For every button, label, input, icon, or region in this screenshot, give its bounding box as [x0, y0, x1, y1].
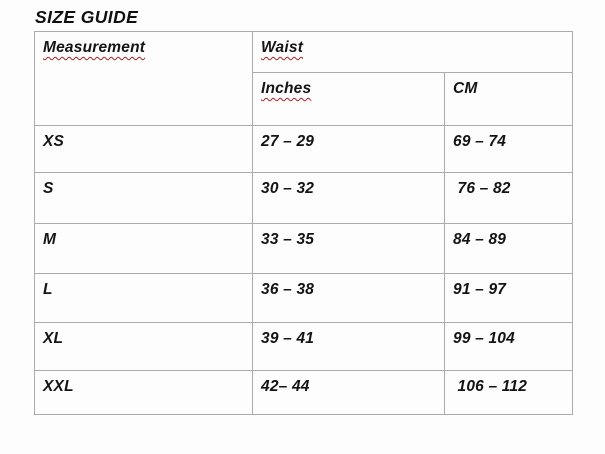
table-row-l: L 36 – 38 91 – 97 [34, 273, 573, 323]
inches-value-cell: 33 – 35 [252, 223, 445, 274]
cm-value-cell: 69 – 74 [444, 125, 573, 173]
inches-value-cell: 39 – 41 [252, 322, 445, 371]
header-waist-label: Waist [261, 39, 304, 56]
cm-value-cell: 76 – 82 [444, 172, 573, 224]
header-cell-waist: Waist [252, 31, 573, 73]
header-row-units: Inches CM [35, 72, 573, 126]
header-cm-label: CM [453, 80, 478, 97]
table-row-s: S 30 – 32 76 – 82 [34, 172, 573, 224]
size-guide-table: Measurement Waist Inches CM XS 27 – 29 6… [34, 31, 573, 415]
header-inches-label: Inches [261, 80, 312, 97]
header-row-waist: Measurement Waist [34, 31, 573, 126]
header-cell-measurement: Measurement [34, 31, 253, 126]
cm-value-cell: 84 – 89 [444, 223, 573, 274]
inches-value-cell: 30 – 32 [252, 172, 445, 224]
table-row-xl: XL 39 – 41 99 – 104 [34, 322, 573, 371]
size-cell: XS [34, 125, 253, 173]
table-row-m: M 33 – 35 84 – 89 [34, 223, 573, 274]
size-cell: L [34, 273, 253, 323]
cm-value-cell: 91 – 97 [444, 273, 573, 323]
size-cell: XXL [34, 370, 253, 415]
table-row-xxl: XXL 42– 44 106 – 112 [34, 370, 573, 415]
cm-value-cell: 106 – 112 [444, 370, 573, 415]
table-row-xs: XS 27 – 29 69 – 74 [34, 125, 573, 173]
page-title: SIZE GUIDE [35, 7, 139, 27]
size-cell: XL [34, 322, 253, 371]
header-cell-inches: Inches [252, 72, 445, 126]
size-cell: S [34, 172, 253, 224]
size-cell: M [34, 223, 253, 274]
inches-value-cell: 27 – 29 [252, 125, 445, 173]
header-cell-cm: CM [444, 72, 573, 126]
cm-value-cell: 99 – 104 [444, 322, 573, 371]
inches-value-cell: 42– 44 [252, 370, 445, 415]
inches-value-cell: 36 – 38 [252, 273, 445, 323]
header-measurement-label: Measurement [43, 39, 146, 56]
